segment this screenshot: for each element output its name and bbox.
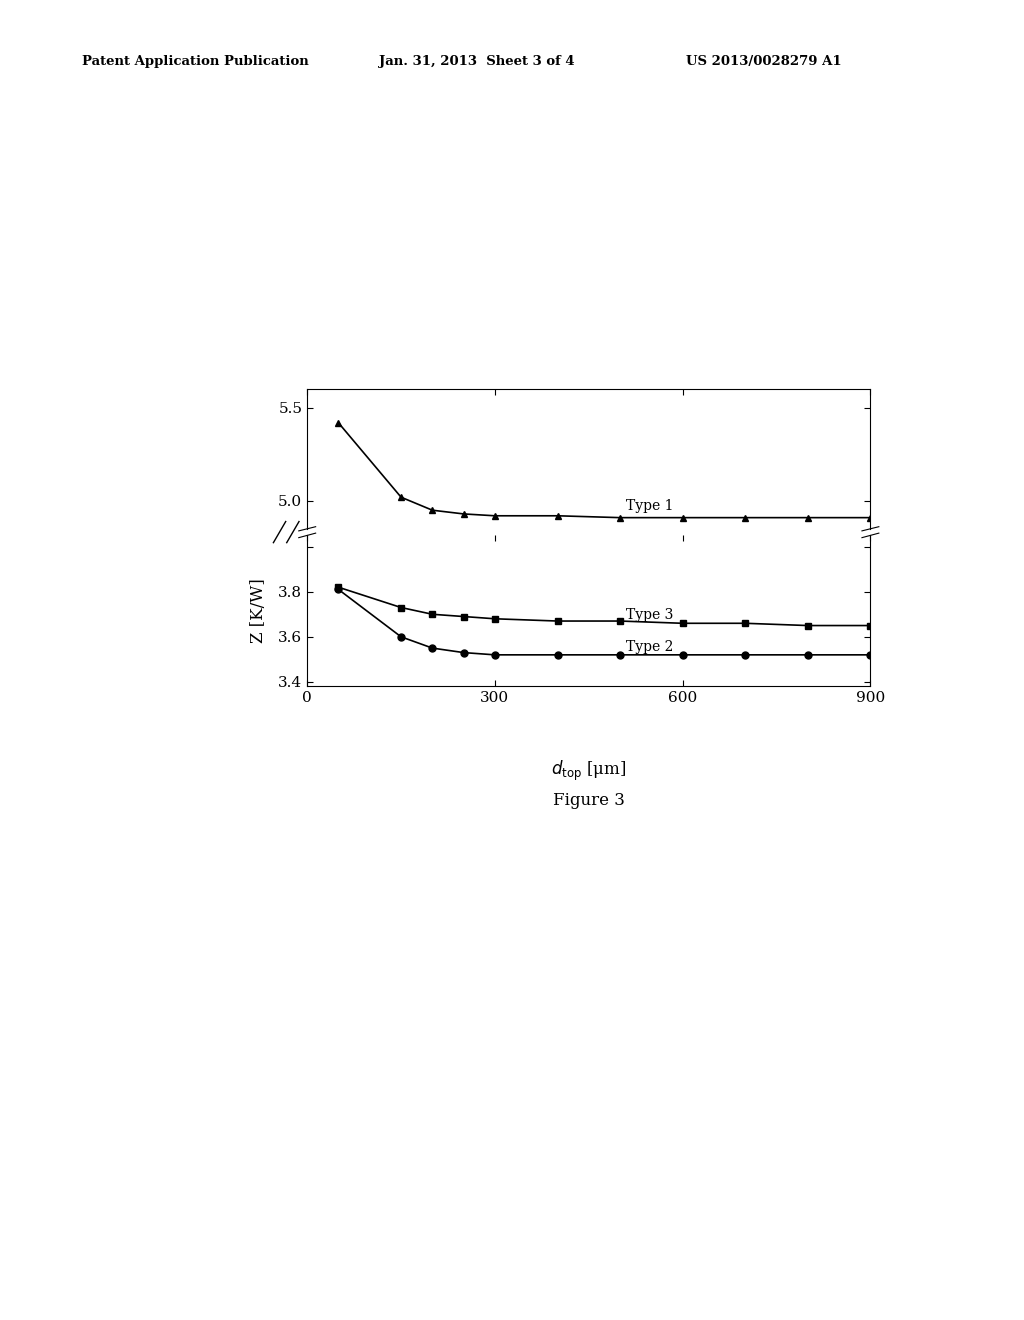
Text: US 2013/0028279 A1: US 2013/0028279 A1 bbox=[686, 55, 842, 69]
Text: Figure 3: Figure 3 bbox=[553, 792, 625, 809]
Text: $d_{\mathrm{top}}$ [μm]: $d_{\mathrm{top}}$ [μm] bbox=[551, 759, 627, 783]
Text: Type 2: Type 2 bbox=[627, 640, 674, 653]
Y-axis label: Z [K/W]: Z [K/W] bbox=[250, 578, 267, 643]
Text: Jan. 31, 2013  Sheet 3 of 4: Jan. 31, 2013 Sheet 3 of 4 bbox=[379, 55, 574, 69]
Text: Type 1: Type 1 bbox=[627, 499, 674, 513]
Text: Patent Application Publication: Patent Application Publication bbox=[82, 55, 308, 69]
Text: Type 3: Type 3 bbox=[627, 609, 674, 623]
